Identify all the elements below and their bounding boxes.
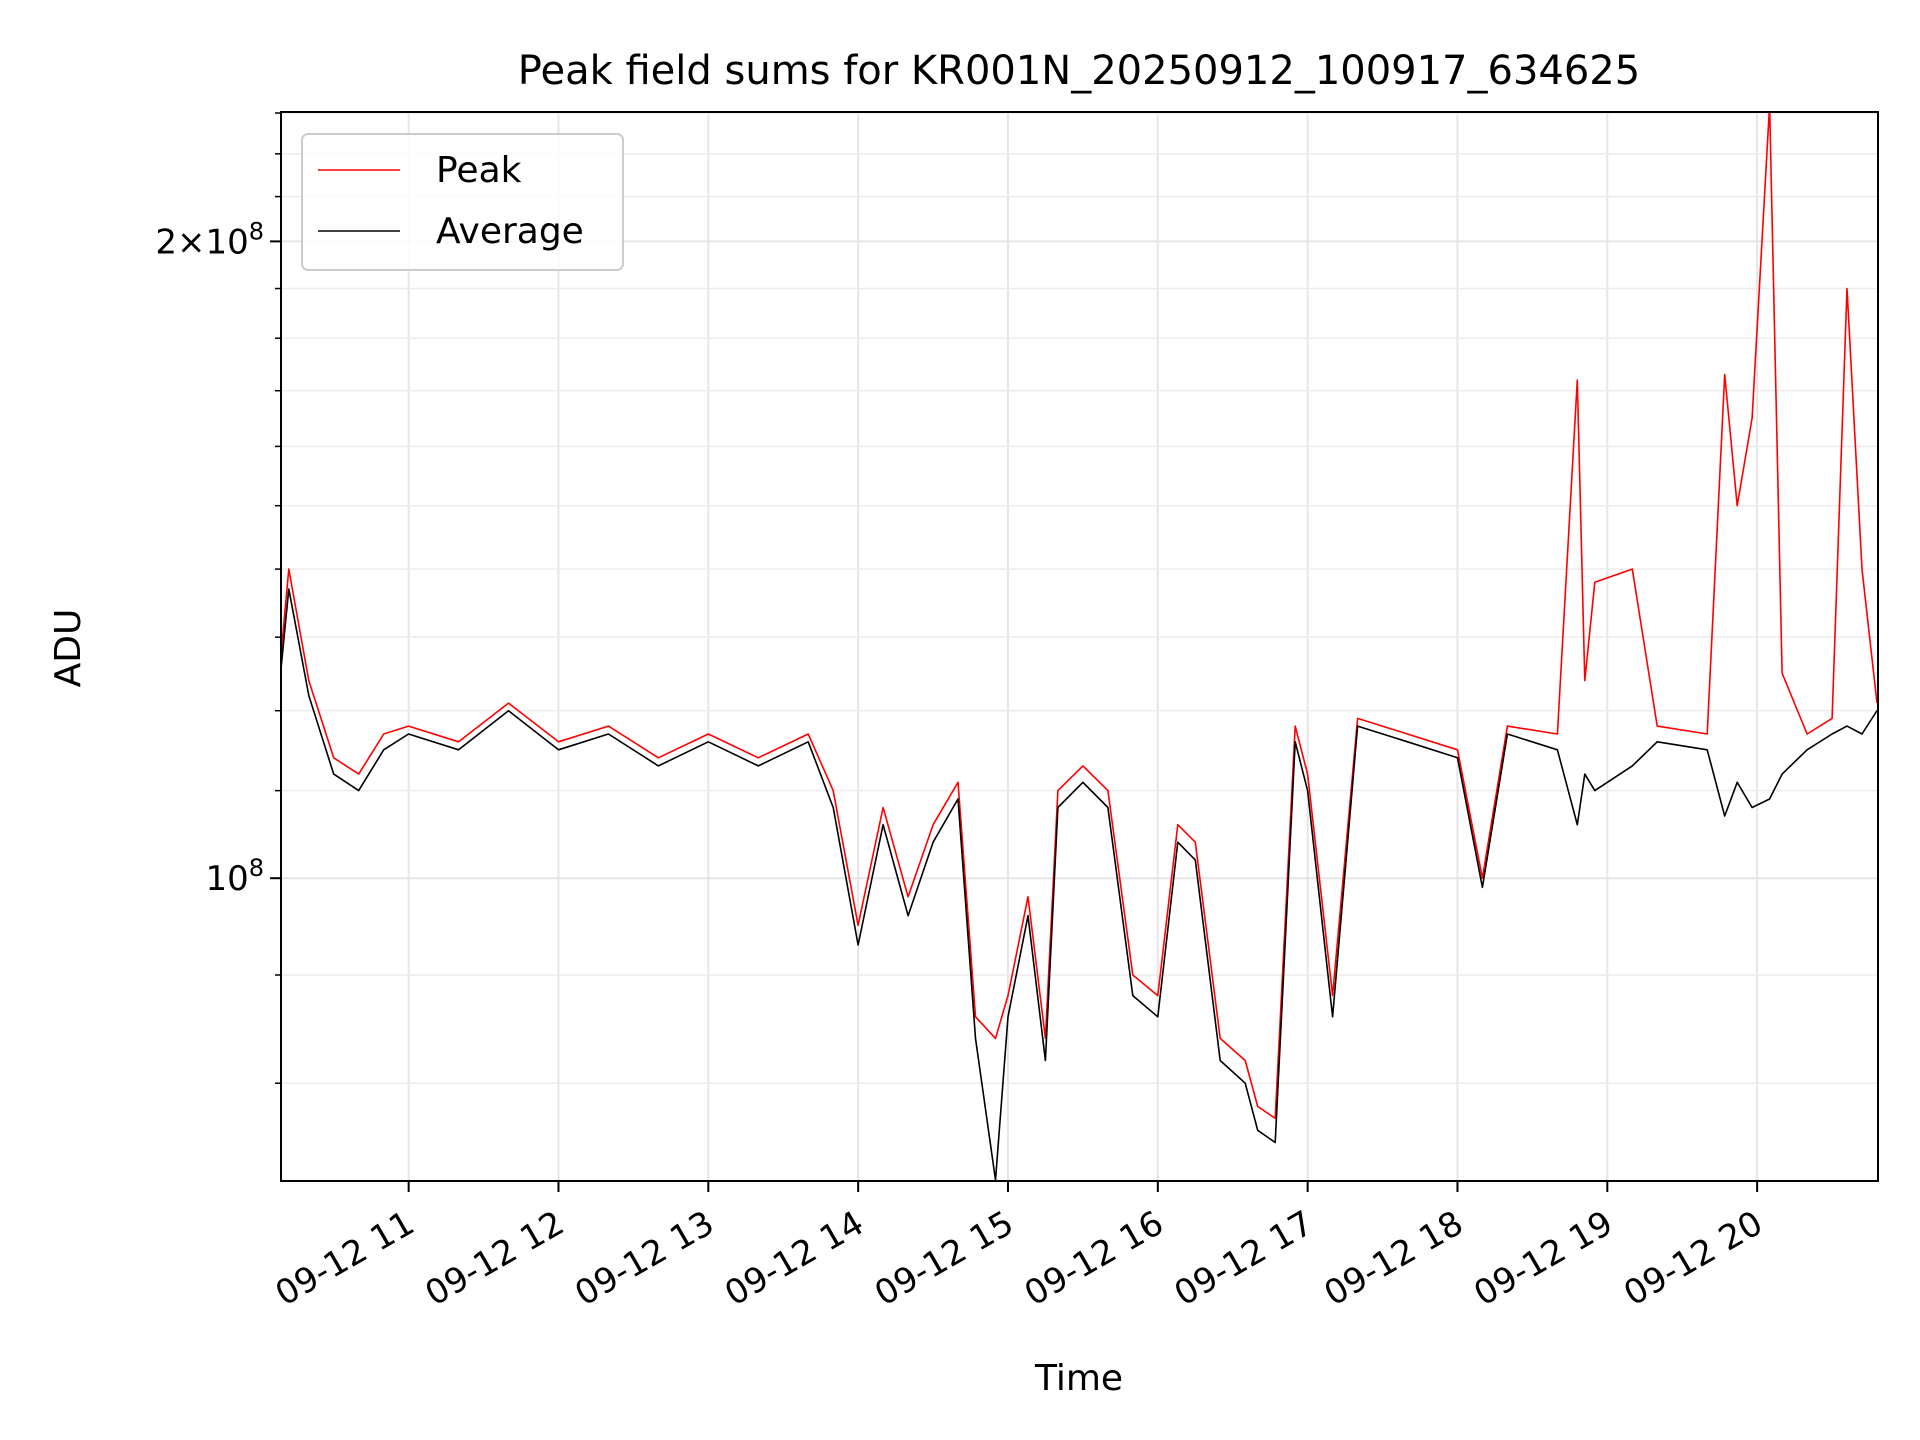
legend-box: [301, 133, 624, 271]
legend: Peak Average: [301, 133, 624, 271]
series-layer: [282, 113, 1877, 1180]
legend-average-label: Average: [436, 211, 584, 252]
y-tick-label: 2×108: [155, 217, 264, 262]
plot-frame: [280, 111, 1879, 1182]
x-axis-label: Time: [1034, 1358, 1123, 1399]
series-line-peak: [282, 113, 1877, 1120]
chart-title: Peak field sums for KR001N_20250912_1009…: [518, 48, 1640, 94]
series-line-average: [282, 588, 1877, 1180]
y-axis-label: ADU: [48, 609, 89, 688]
legend-peak-label: Peak: [436, 150, 522, 191]
